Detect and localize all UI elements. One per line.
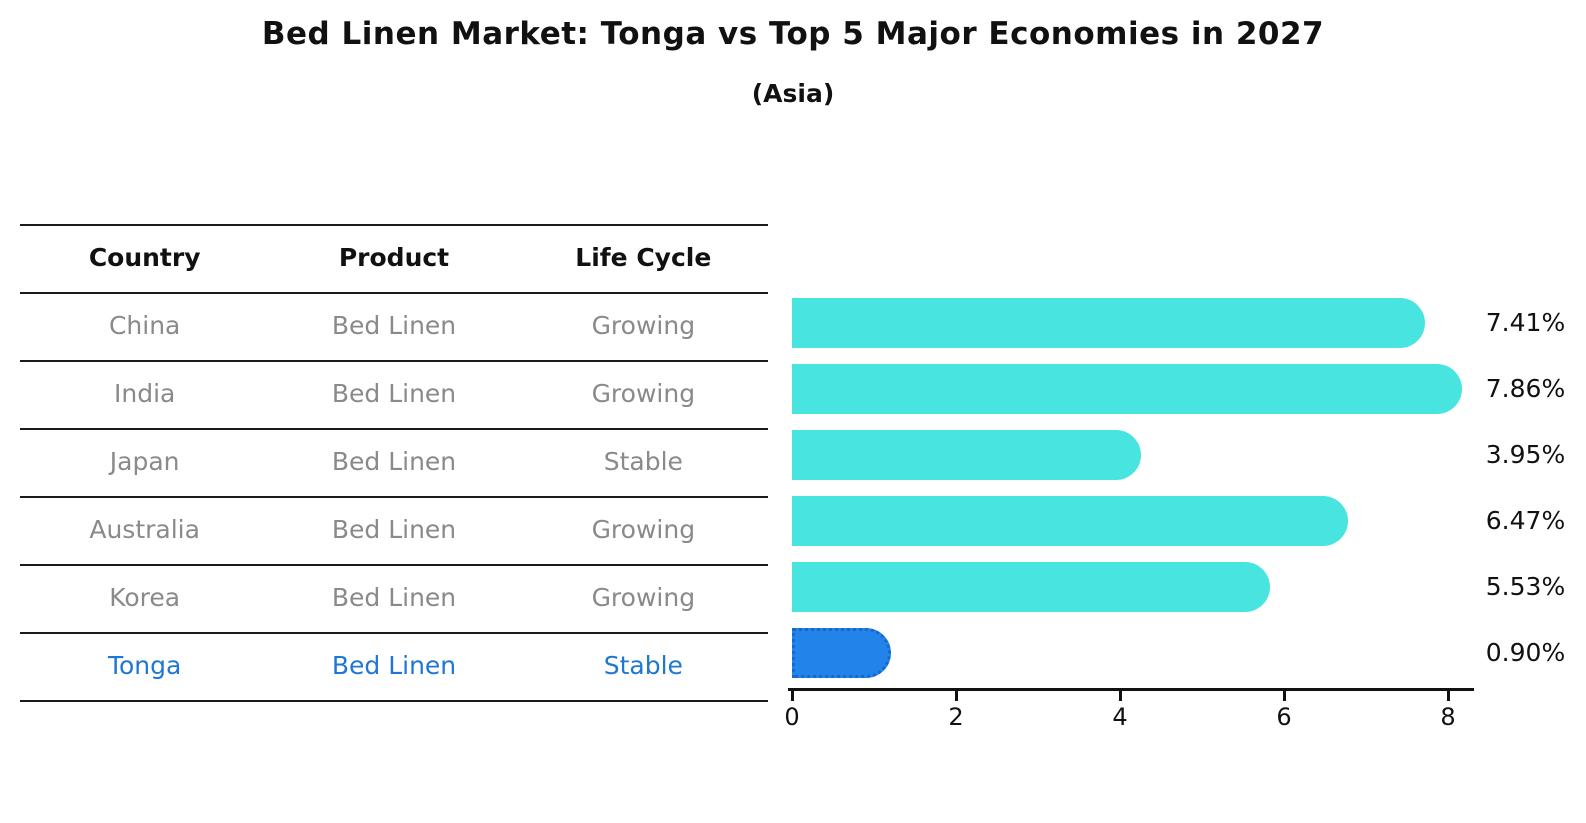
cell-country: Tonga bbox=[107, 651, 182, 680]
cell-product: Bed Linen bbox=[331, 651, 457, 680]
cell-country: India bbox=[113, 379, 176, 408]
cell-life_cycle: Growing bbox=[591, 515, 696, 544]
cell-product: Bed Linen bbox=[331, 447, 457, 476]
table-header-row: Country Product Life Cycle bbox=[20, 224, 768, 294]
cell-product: Bed Linen bbox=[331, 583, 457, 612]
cell-life_cycle: Growing bbox=[591, 311, 696, 340]
x-tick-label-6: 6 bbox=[1276, 703, 1292, 731]
x-tick-label-0: 0 bbox=[784, 703, 800, 731]
bar-india bbox=[792, 364, 1462, 414]
x-tick-label-8: 8 bbox=[1440, 703, 1456, 731]
table-row-australia: Australia Bed Linen Growing bbox=[20, 498, 768, 566]
table-row-china: China Bed Linen Growing bbox=[20, 294, 768, 362]
column-header-product: Product bbox=[338, 243, 450, 272]
column-header-country: Country bbox=[88, 243, 201, 272]
cell-product: Bed Linen bbox=[331, 311, 457, 340]
table-row-korea: Korea Bed Linen Growing bbox=[20, 566, 768, 634]
bar-korea bbox=[792, 562, 1270, 612]
cell-country: Australia bbox=[89, 515, 200, 544]
cell-life_cycle: Stable bbox=[603, 651, 683, 680]
value-label-india: 7.86% bbox=[1485, 374, 1566, 403]
cell-life_cycle: Stable bbox=[603, 447, 683, 476]
bar-china bbox=[792, 298, 1425, 348]
x-axis-line bbox=[788, 688, 1474, 691]
x-tick-mark-0 bbox=[791, 691, 794, 701]
country-table: Country Product Life Cycle China Bed Linen G… bbox=[20, 224, 768, 702]
x-tick-mark-8 bbox=[1447, 691, 1450, 701]
bar-japan bbox=[792, 430, 1141, 480]
value-label-china: 7.41% bbox=[1485, 308, 1566, 337]
cell-product: Bed Linen bbox=[331, 379, 457, 408]
cell-product: Bed Linen bbox=[331, 515, 457, 544]
value-label-tonga: 0.90% bbox=[1485, 638, 1566, 667]
x-tick-label-2: 2 bbox=[948, 703, 964, 731]
x-tick-mark-6 bbox=[1283, 691, 1286, 701]
cell-country: Japan bbox=[109, 447, 180, 476]
value-label-korea: 5.53% bbox=[1485, 572, 1566, 601]
x-tick-mark-2 bbox=[955, 691, 958, 701]
table-row-japan: Japan Bed Linen Stable bbox=[20, 430, 768, 498]
bar-tonga bbox=[792, 628, 891, 678]
column-header-life-cycle: Life Cycle bbox=[575, 243, 712, 272]
cell-country: Korea bbox=[109, 583, 181, 612]
x-tick-mark-4 bbox=[1119, 691, 1122, 701]
x-tick-label-4: 4 bbox=[1112, 703, 1128, 731]
value-label-japan: 3.95% bbox=[1485, 440, 1566, 469]
table-body: China Bed Linen Growing India Bed Linen Growi… bbox=[20, 294, 768, 702]
chart-subtitle: (Asia) bbox=[751, 79, 835, 108]
cell-country: China bbox=[108, 311, 181, 340]
table-row-tonga: Tonga Bed Linen Stable bbox=[20, 634, 768, 702]
bar-australia bbox=[792, 496, 1348, 546]
table-row-india: India Bed Linen Growing bbox=[20, 362, 768, 430]
cell-life_cycle: Growing bbox=[591, 583, 696, 612]
value-label-australia: 6.47% bbox=[1485, 506, 1566, 535]
cell-life_cycle: Growing bbox=[591, 379, 696, 408]
chart-title: Bed Linen Market: Tonga vs Top 5 Major E… bbox=[261, 16, 1325, 52]
